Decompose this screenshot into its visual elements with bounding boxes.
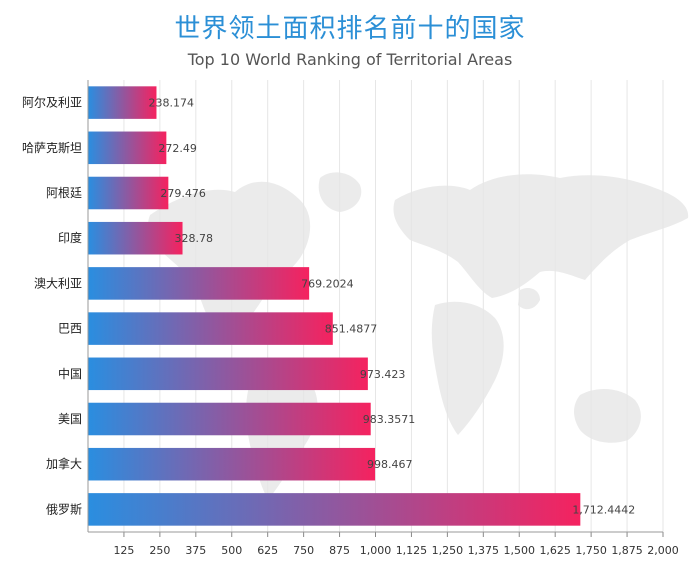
data-label: 238.174 — [148, 97, 194, 110]
chart-subtitle: Top 10 World Ranking of Territorial Area… — [187, 50, 513, 69]
data-label: 769.2024 — [301, 277, 354, 290]
bar — [88, 131, 167, 165]
value-labels: 238.174 272.49 279.476 328.78 769.2024 851.48… — [148, 97, 635, 517]
category-label: 印度 — [58, 230, 82, 245]
x-tick-label: 375 — [185, 544, 206, 557]
bar — [88, 176, 169, 210]
bar — [88, 493, 581, 526]
data-label: 272.49 — [158, 142, 197, 155]
data-label: 1,712.4442 — [572, 503, 635, 516]
x-tick-label: 625 — [257, 544, 278, 557]
x-tick-label: 750 — [293, 544, 314, 557]
data-label: 279.476 — [160, 187, 206, 200]
category-label: 澳大利亚 — [34, 276, 82, 290]
bar — [88, 447, 376, 481]
x-tick-label: 1,625 — [539, 544, 571, 557]
x-tick-label: 1,250 — [432, 544, 464, 557]
x-tick-label: 125 — [113, 544, 134, 557]
category-label: 阿尔及利亚 — [22, 95, 82, 110]
bar — [88, 402, 371, 436]
bar — [88, 221, 183, 255]
x-tick-label: 2,000 — [647, 544, 679, 557]
x-tick-label: 1,500 — [504, 544, 536, 557]
bar — [88, 357, 368, 391]
bars-group — [88, 86, 581, 526]
category-label: 中国 — [58, 366, 82, 381]
data-label: 851.4877 — [325, 323, 378, 336]
bar — [88, 86, 157, 119]
x-tick-label: 1,750 — [575, 544, 607, 557]
x-tick-label: 500 — [221, 544, 242, 557]
x-tick-label: 1,000 — [360, 544, 392, 557]
bar — [88, 312, 333, 345]
bar — [88, 267, 310, 300]
data-label: 998.467 — [367, 458, 413, 471]
data-label: 983.3571 — [363, 413, 416, 426]
category-label: 加拿大 — [46, 456, 82, 471]
data-label: 328.78 — [175, 232, 214, 245]
x-tick-label: 250 — [149, 544, 170, 557]
x-tick-label: 1,875 — [611, 544, 643, 557]
category-label: 俄罗斯 — [46, 502, 82, 516]
x-tick-label: 1,375 — [468, 544, 500, 557]
x-tick-label: 875 — [329, 544, 350, 557]
data-label: 973.423 — [360, 368, 406, 381]
category-label: 巴西 — [58, 322, 82, 336]
axes — [87, 80, 664, 537]
x-tick-label: 1,125 — [396, 544, 428, 557]
category-label: 哈萨克斯坦 — [22, 141, 82, 155]
category-label: 美国 — [58, 412, 82, 426]
chart-title: 世界领土面积排名前十的国家 — [174, 14, 526, 44]
category-label: 阿根廷 — [46, 186, 82, 200]
x-tick-labels: 125 250 375 500 625 750 875 1,000 1,125 1,250 1,37… — [113, 544, 678, 557]
